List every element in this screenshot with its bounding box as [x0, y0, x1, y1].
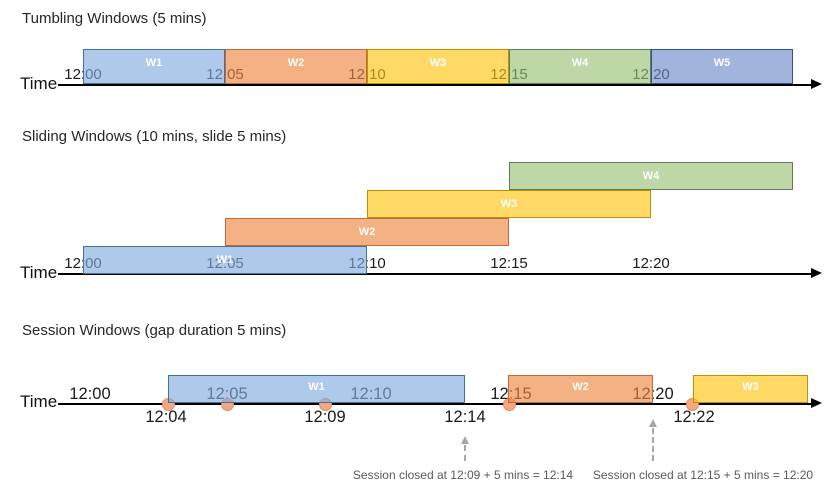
closure-arrow-icon — [460, 436, 469, 444]
window-label: W3 — [500, 198, 518, 210]
timeline-title: Tumbling Windows (5 mins) — [22, 10, 207, 27]
window-label: W4 — [571, 56, 589, 69]
session-closed-annotation: Session closed at 12:09 + 5 mins = 12:14 — [352, 468, 574, 482]
window-label: W1 — [145, 56, 163, 69]
window-box-w3: W3 — [367, 190, 651, 218]
time-axis-line — [58, 403, 812, 405]
axis-tick-label: 12:20 — [632, 255, 670, 272]
axis-tick-label: 12:00 — [69, 385, 111, 403]
event-time-label: 12:04 — [145, 408, 187, 426]
time-axis-line — [58, 273, 812, 275]
window-box-w2: W2 — [225, 49, 367, 84]
axis-arrow-icon — [811, 397, 822, 408]
closure-arrow-line — [464, 445, 466, 461]
axis-arrow-icon — [811, 78, 822, 89]
event-time-label: 12:22 — [673, 408, 715, 426]
window-box-w1: W1 — [83, 246, 367, 274]
window-label: W3 — [742, 381, 759, 393]
window-label: W2 — [358, 226, 376, 238]
window-box-w4: W4 — [509, 49, 651, 84]
timeline-title: Sliding Windows (10 mins, slide 5 mins) — [22, 128, 287, 145]
window-box-w1: W1 — [168, 375, 465, 403]
window-label: W1 — [216, 254, 234, 266]
window-box-w4: W4 — [509, 162, 793, 190]
time-axis-line — [58, 84, 812, 86]
event-time-label: 12:09 — [304, 408, 346, 426]
axis-arrow-icon — [811, 267, 822, 278]
event-time-label: 12:14 — [444, 408, 486, 426]
timeline-title: Session Windows (gap duration 5 mins) — [22, 322, 287, 339]
window-label: W5 — [713, 56, 731, 69]
window-label: W4 — [642, 170, 660, 182]
time-axis-label: Time — [20, 263, 58, 282]
window-box-w2: W2 — [225, 218, 509, 246]
window-label: W2 — [572, 381, 589, 393]
time-axis-label: Time — [20, 74, 58, 93]
closure-arrow-line — [652, 428, 654, 461]
closure-arrow-icon — [648, 419, 657, 427]
session-closed-annotation: Session closed at 12:15 + 5 mins = 12:20 — [592, 468, 814, 482]
window-box-w2: W2 — [508, 375, 653, 403]
axis-tick-label: 12:15 — [490, 255, 528, 272]
window-box-w5: W5 — [651, 49, 793, 84]
time-axis-label: Time — [20, 392, 58, 411]
window-label: W3 — [429, 56, 447, 69]
window-label: W1 — [308, 381, 325, 393]
window-box-w1: W1 — [83, 49, 225, 84]
window-label: W2 — [287, 56, 305, 69]
window-box-w3: W3 — [693, 375, 808, 403]
window-box-w3: W3 — [367, 49, 509, 84]
